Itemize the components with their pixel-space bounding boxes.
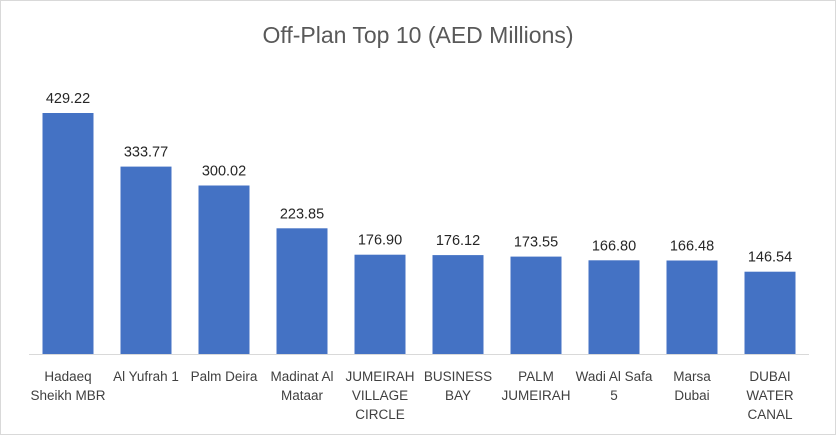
category-label-line: WATER: [746, 388, 793, 403]
data-label-1: 429.22: [46, 91, 90, 107]
category-label-1: Hadaeq Sheikh MBR: [30, 369, 105, 403]
category-label-10: DUBAI WATER CANAL: [746, 369, 793, 422]
category-label-3: Palm Deira: [191, 369, 258, 384]
category-label-line: Wadi Al Safa: [576, 369, 653, 384]
category-label-line: PALM: [518, 369, 554, 384]
category-label-line: JUMEIRAH: [501, 388, 570, 403]
category-label-line: VILLAGE: [352, 388, 408, 403]
category-label-line: BUSINESS: [424, 369, 492, 384]
bar-9: [666, 260, 718, 354]
category-label-6: BUSINESS BAY: [424, 369, 492, 403]
chart-title: Off-Plan Top 10 (AED Millions): [262, 22, 573, 48]
category-label-4: Madinat Al Mataar: [270, 369, 333, 403]
category-label-line: JUMEIRAH: [345, 369, 414, 384]
bar-5: [354, 254, 406, 354]
category-label-line: Marsa: [673, 369, 711, 384]
bar-1: [42, 113, 94, 354]
category-label-line: 5: [610, 388, 618, 403]
value-labels-layer: 429.22 333.77 300.02 223.85 176.90 176.12 173.…: [46, 91, 792, 266]
category-label-7: PALM JUMEIRAH: [501, 369, 570, 403]
category-label-line: Mataar: [281, 388, 324, 403]
category-label-9: Marsa Dubai: [673, 369, 711, 403]
bar-6: [432, 255, 484, 354]
data-label-9: 166.48: [670, 239, 714, 255]
data-label-4: 223.85: [280, 206, 324, 222]
category-label-line: BAY: [445, 388, 471, 403]
data-label-8: 166.80: [592, 238, 636, 254]
bars-layer: [42, 113, 796, 354]
category-label-line: DUBAI: [749, 369, 790, 384]
data-label-5: 176.90: [358, 233, 402, 249]
category-label-line: Al Yufrah 1: [113, 369, 179, 384]
data-label-2: 333.77: [124, 145, 168, 161]
data-label-3: 300.02: [202, 164, 246, 180]
bar-8: [588, 260, 640, 354]
bar-7: [510, 256, 562, 354]
data-label-10: 146.54: [748, 250, 792, 266]
data-label-7: 173.55: [514, 235, 558, 251]
category-label-8: Wadi Al Safa 5: [576, 369, 653, 403]
category-label-line: Sheikh MBR: [30, 388, 105, 403]
category-label-line: Dubai: [674, 388, 709, 403]
category-label-5: JUMEIRAH VILLAGE CIRCLE: [345, 369, 414, 422]
category-labels-layer: Hadaeq Sheikh MBR Al Yufrah 1 Palm Deira Mad…: [30, 369, 793, 422]
data-label-6: 176.12: [436, 233, 480, 249]
bar-2: [120, 166, 172, 354]
category-label-line: Palm Deira: [191, 369, 258, 384]
category-label-line: CANAL: [747, 407, 793, 422]
bar-4: [276, 228, 328, 354]
category-label-2: Al Yufrah 1: [113, 369, 179, 384]
category-label-line: CIRCLE: [355, 407, 405, 422]
category-label-line: Hadaeq: [44, 369, 91, 384]
category-label-line: Madinat Al: [270, 369, 333, 384]
bar-10: [744, 271, 796, 354]
bar-3: [198, 185, 250, 354]
